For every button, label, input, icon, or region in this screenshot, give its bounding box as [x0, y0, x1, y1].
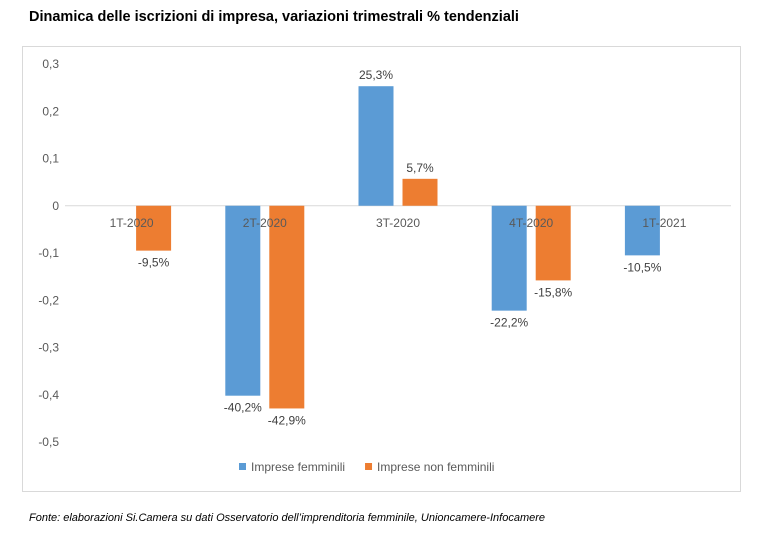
x-tick-label: 4T-2020: [509, 216, 553, 230]
y-tick-label: -0,1: [38, 246, 59, 260]
y-tick-label: -0,3: [38, 341, 59, 355]
data-label: -40,2%: [224, 401, 262, 415]
y-tick-label: 0: [52, 199, 59, 213]
y-tick-label: 0,3: [42, 57, 59, 71]
legend-label: Imprese femminili: [251, 460, 345, 474]
legend-swatch: [239, 463, 246, 470]
y-tick-label: -0,5: [38, 435, 59, 449]
y-tick-label: 0,2: [42, 104, 59, 118]
bar-imprese-non-femminili: [402, 178, 438, 206]
y-tick-label: -0,2: [38, 293, 59, 307]
data-label: -22,2%: [490, 316, 528, 330]
legend-swatch: [365, 463, 373, 470]
bar-imprese-non-femminili: [136, 205, 172, 251]
bar-imprese-non-femminili: [269, 205, 305, 409]
bar-imprese-femminili: [358, 86, 394, 206]
x-tick-label: 3T-2020: [376, 216, 420, 230]
chart-title: Dinamica delle iscrizioni di impresa, va…: [29, 9, 519, 25]
data-label: -15,8%: [534, 285, 572, 299]
legend-label: Imprese non femminili: [377, 460, 494, 474]
bar-imprese-non-femminili: [535, 205, 571, 281]
bar-imprese-femminili: [624, 205, 660, 256]
data-label: -9,5%: [138, 256, 170, 270]
bar-imprese-femminili: [225, 205, 261, 396]
y-tick-label: 0,1: [42, 152, 59, 166]
data-label: -10,5%: [623, 260, 661, 274]
data-label: 25,3%: [359, 68, 393, 82]
data-label: -42,9%: [268, 413, 306, 427]
bar-imprese-femminili: [491, 205, 527, 311]
source-note: Fonte: elaborazioni Si.Camera su dati Os…: [29, 512, 546, 524]
x-tick-label: 1T-2021: [642, 216, 686, 230]
chart-area: 0,3 0,2 0,1 0 -0,1 -0,2 -0,3 -0,4 -0,5 -9,5% 1T-20…: [22, 46, 741, 492]
x-tick-label: 2T-2020: [243, 216, 287, 230]
bar-chart: 0,3 0,2 0,1 0 -0,1 -0,2 -0,3 -0,4 -0,5 -9,5% 1T-20…: [38, 57, 731, 474]
y-tick-label: -0,4: [38, 388, 59, 402]
data-label: 5,7%: [406, 161, 434, 175]
x-tick-label: 1T-2020: [110, 216, 154, 230]
